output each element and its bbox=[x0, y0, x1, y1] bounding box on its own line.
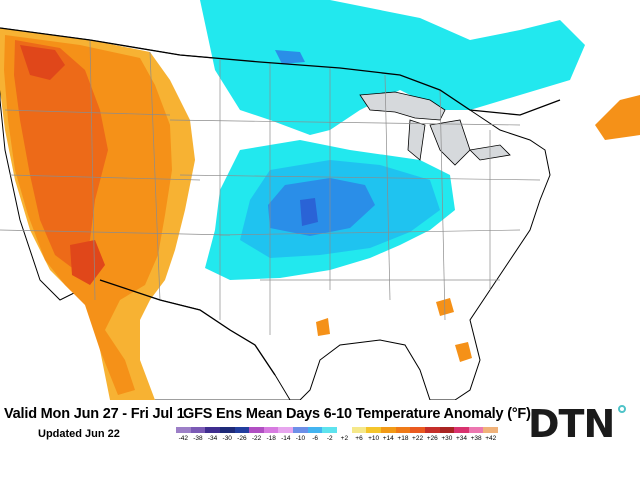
legend-swatch bbox=[234, 427, 250, 433]
valid-period: Valid Mon Jun 27 - Fri Jul 1 bbox=[4, 406, 185, 422]
warm-anomaly-darker-north bbox=[20, 45, 65, 80]
legend-swatch bbox=[395, 427, 411, 433]
legend-swatch bbox=[219, 427, 235, 433]
legend-swatch bbox=[322, 427, 338, 433]
legend-label: -18 bbox=[266, 435, 276, 442]
legend-label: +26 bbox=[426, 435, 438, 442]
great-lakes bbox=[359, 91, 511, 166]
legend-label: +42 bbox=[485, 435, 497, 442]
legend-label: +18 bbox=[397, 435, 409, 442]
legend-swatch bbox=[454, 427, 469, 433]
legend-label: +14 bbox=[382, 435, 394, 442]
legend-label: -38 bbox=[193, 435, 203, 442]
legend-label: -30 bbox=[222, 435, 232, 442]
legend-swatch bbox=[249, 427, 264, 433]
legend-swatch bbox=[410, 427, 425, 433]
legend-label: +2 bbox=[340, 435, 349, 442]
legend-label: -2 bbox=[326, 435, 333, 442]
legend-swatch bbox=[205, 427, 220, 433]
legend-label: -34 bbox=[207, 435, 218, 442]
legend-swatch bbox=[176, 427, 191, 433]
legend-swatch bbox=[337, 427, 352, 433]
legend-swatch bbox=[278, 427, 294, 433]
color-scale-bar bbox=[176, 427, 499, 443]
legend-swatch bbox=[263, 427, 279, 433]
us-mexico-border bbox=[99, 279, 276, 376]
legend-swatch bbox=[351, 427, 367, 433]
legend-swatch bbox=[366, 427, 381, 433]
temperature-anomaly-map bbox=[0, 0, 640, 400]
color-scale-labels: -42 -38 -34 -30 -26 -22 -18 -14 -10 -6 -2 +2 +6 +10 +1… bbox=[176, 435, 498, 445]
legend-label: +30 bbox=[441, 435, 453, 442]
legend-footer: Valid Mon Jun 27 - Fri Jul 1 Updated Jun… bbox=[0, 400, 640, 480]
cool-anomaly-blob-north bbox=[275, 50, 305, 64]
legend-label: -6 bbox=[312, 435, 318, 442]
legend-swatch bbox=[468, 427, 484, 433]
legend-label: +10 bbox=[368, 435, 380, 442]
state-boundaries bbox=[0, 39, 541, 335]
legend-swatch bbox=[483, 427, 499, 433]
legend-label: +6 bbox=[355, 435, 363, 442]
legend-swatch bbox=[380, 427, 396, 433]
warm-anomaly-texas bbox=[316, 318, 330, 336]
legend-label: -10 bbox=[295, 435, 306, 442]
warm-anomaly-darker-south bbox=[70, 240, 105, 285]
legend-label: -14 bbox=[281, 435, 291, 442]
legend-label: -22 bbox=[251, 435, 262, 442]
legend-label: +34 bbox=[455, 435, 467, 442]
dtn-logo: DTN bbox=[528, 402, 615, 446]
legend-label: +38 bbox=[470, 435, 482, 442]
logo-dot-icon bbox=[618, 405, 626, 413]
map-canvas bbox=[0, 0, 640, 400]
legend-label: -42 bbox=[178, 435, 189, 442]
legend-swatch bbox=[190, 427, 206, 433]
cool-anomaly-dark bbox=[268, 178, 375, 236]
legend-label: -26 bbox=[237, 435, 247, 442]
map-title: GFS Ens Mean Days 6-10 Temperature Anoma… bbox=[183, 406, 531, 422]
legend-swatch bbox=[424, 427, 440, 433]
updated-date: Updated Jun 22 bbox=[38, 428, 120, 440]
legend-swatch bbox=[307, 427, 323, 433]
warm-anomaly-florida bbox=[455, 342, 472, 362]
cool-anomaly-light-north bbox=[200, 0, 585, 135]
legend-label: +22 bbox=[412, 435, 424, 442]
legend-swatch bbox=[293, 427, 308, 433]
cool-anomaly-darker bbox=[300, 198, 318, 226]
us-canada-border bbox=[0, 27, 561, 116]
warm-anomaly-northeast bbox=[595, 95, 640, 140]
legend-swatch bbox=[439, 427, 455, 433]
warm-anomaly-dark bbox=[14, 40, 108, 270]
